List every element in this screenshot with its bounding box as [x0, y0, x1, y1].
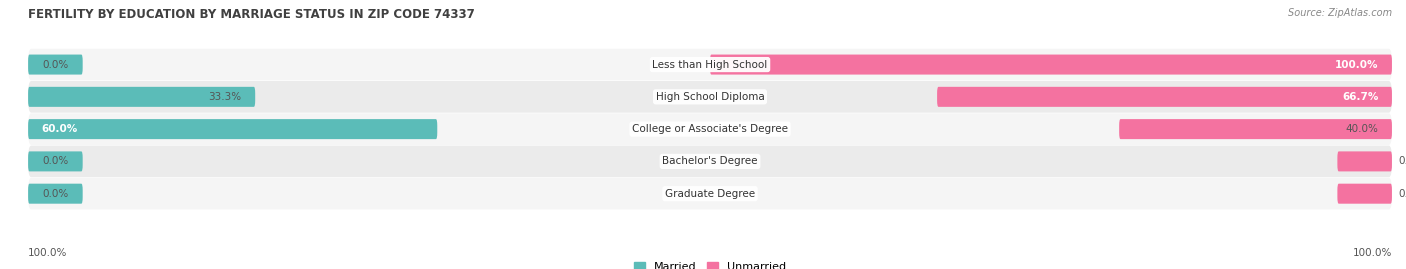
Text: Source: ZipAtlas.com: Source: ZipAtlas.com: [1288, 8, 1392, 18]
FancyBboxPatch shape: [28, 87, 256, 107]
Text: High School Diploma: High School Diploma: [655, 92, 765, 102]
FancyBboxPatch shape: [28, 81, 1392, 113]
Text: 40.0%: 40.0%: [1346, 124, 1378, 134]
Legend: Married, Unmarried: Married, Unmarried: [628, 257, 792, 269]
Text: 0.0%: 0.0%: [1399, 189, 1406, 199]
FancyBboxPatch shape: [28, 119, 437, 139]
FancyBboxPatch shape: [28, 113, 1392, 145]
Text: 0.0%: 0.0%: [42, 189, 69, 199]
Text: FERTILITY BY EDUCATION BY MARRIAGE STATUS IN ZIP CODE 74337: FERTILITY BY EDUCATION BY MARRIAGE STATU…: [28, 8, 475, 21]
Text: 33.3%: 33.3%: [208, 92, 242, 102]
FancyBboxPatch shape: [1337, 184, 1392, 204]
FancyBboxPatch shape: [28, 151, 83, 171]
Text: 0.0%: 0.0%: [1399, 156, 1406, 167]
Text: 100.0%: 100.0%: [1334, 59, 1378, 70]
Text: 100.0%: 100.0%: [28, 248, 67, 258]
FancyBboxPatch shape: [938, 87, 1392, 107]
Text: College or Associate's Degree: College or Associate's Degree: [633, 124, 787, 134]
Text: 100.0%: 100.0%: [1353, 248, 1392, 258]
Text: 60.0%: 60.0%: [42, 124, 77, 134]
Text: 66.7%: 66.7%: [1341, 92, 1378, 102]
FancyBboxPatch shape: [1337, 151, 1392, 171]
Text: Graduate Degree: Graduate Degree: [665, 189, 755, 199]
Text: Bachelor's Degree: Bachelor's Degree: [662, 156, 758, 167]
FancyBboxPatch shape: [28, 55, 83, 75]
FancyBboxPatch shape: [28, 178, 1392, 210]
FancyBboxPatch shape: [1119, 119, 1392, 139]
Text: 0.0%: 0.0%: [42, 59, 69, 70]
FancyBboxPatch shape: [28, 146, 1392, 177]
FancyBboxPatch shape: [28, 49, 1392, 80]
FancyBboxPatch shape: [710, 55, 1392, 75]
Text: 0.0%: 0.0%: [42, 156, 69, 167]
FancyBboxPatch shape: [28, 184, 83, 204]
Text: Less than High School: Less than High School: [652, 59, 768, 70]
